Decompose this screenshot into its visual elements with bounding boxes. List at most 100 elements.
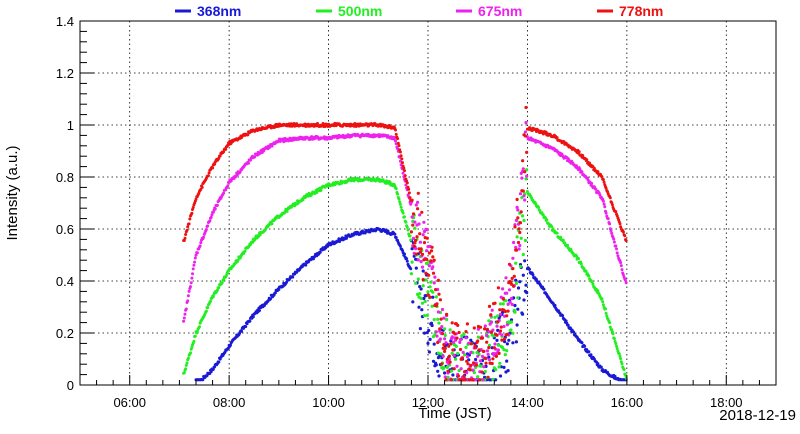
x-tick-label: 16:00: [611, 395, 644, 410]
data-point: [513, 225, 517, 229]
data-point: [318, 250, 322, 254]
data-point: [514, 261, 518, 265]
data-point: [236, 258, 240, 262]
data-point: [553, 303, 557, 307]
data-point: [499, 325, 503, 329]
data-point: [497, 365, 501, 369]
data-point: [453, 332, 457, 336]
data-point: [420, 210, 424, 214]
data-point: [515, 323, 519, 327]
data-point: [198, 325, 201, 329]
data-point: [523, 134, 528, 138]
data-point: [213, 207, 217, 211]
data-point: [182, 371, 186, 375]
data-point: [590, 181, 594, 185]
data-point: [514, 218, 519, 222]
data-point: [394, 187, 398, 191]
data-point: [486, 352, 490, 356]
data-point: [187, 222, 191, 226]
data-point: [491, 357, 495, 361]
data-point: [434, 363, 438, 367]
data-point: [408, 234, 412, 238]
data-point: [601, 300, 605, 304]
data-point: [210, 213, 214, 217]
data-point: [521, 167, 525, 171]
data-point: [222, 150, 226, 154]
data-point: [200, 185, 204, 189]
data-point: [182, 316, 186, 320]
data-point: [496, 343, 500, 347]
data-point: [601, 178, 605, 182]
data-point: [215, 203, 219, 207]
data-point: [600, 297, 604, 301]
data-point: [516, 307, 520, 311]
data-point: [474, 357, 478, 362]
data-point: [193, 260, 197, 264]
data-point: [183, 312, 187, 316]
data-point: [285, 209, 289, 213]
data-point: [410, 247, 414, 251]
data-point: [191, 267, 195, 271]
data-point: [494, 354, 498, 358]
data-point: [182, 319, 186, 323]
data-point: [521, 159, 525, 163]
data-point: [471, 368, 475, 372]
data-point: [508, 300, 512, 304]
data-point: [455, 336, 459, 340]
data-point: [541, 213, 545, 217]
data-point: [615, 247, 618, 251]
data-point: [622, 368, 626, 371]
data-point: [440, 325, 444, 329]
data-point: [478, 378, 482, 382]
data-point: [495, 324, 499, 328]
data-point: [489, 313, 493, 317]
data-point: [217, 156, 221, 160]
data-point: [424, 271, 428, 275]
data-point: [494, 368, 498, 372]
data-point: [516, 208, 520, 212]
data-point: [393, 232, 397, 236]
data-point: [469, 338, 473, 342]
data-point: [321, 122, 325, 125]
data-point: [619, 264, 623, 268]
data-point: [518, 192, 523, 196]
data-point: [521, 312, 525, 316]
data-point: [601, 199, 605, 203]
data-point: [505, 291, 509, 295]
data-point: [459, 367, 463, 371]
data-point: [521, 189, 525, 193]
data-point: [614, 244, 618, 248]
data-point: [396, 141, 400, 145]
data-point: [436, 340, 440, 345]
data-point: [440, 307, 445, 312]
data-point: [614, 210, 618, 214]
data-point: [418, 232, 422, 236]
data-point: [480, 336, 485, 340]
data-point: [413, 226, 417, 230]
data-point: [587, 274, 591, 278]
data-point: [427, 350, 431, 354]
data-point: [226, 184, 230, 188]
data-point: [426, 290, 430, 294]
data-point: [394, 236, 398, 239]
data-point: [474, 346, 478, 350]
data-point: [505, 342, 509, 346]
series-500nm: [182, 168, 628, 382]
data-point: [522, 218, 526, 223]
data-point: [514, 278, 518, 282]
data-point: [285, 280, 288, 284]
data-point: [456, 374, 460, 378]
data-point: [211, 295, 215, 299]
data-point: [476, 375, 480, 379]
data-point: [411, 300, 415, 304]
data-point: [479, 364, 483, 368]
data-point: [416, 258, 420, 262]
data-point: [229, 343, 232, 347]
data-point: [436, 310, 440, 314]
data-point: [476, 354, 480, 358]
data-point: [258, 309, 261, 312]
data-point: [524, 177, 528, 181]
data-point: [452, 353, 456, 358]
data-point: [431, 271, 436, 275]
data-point: [503, 309, 507, 314]
